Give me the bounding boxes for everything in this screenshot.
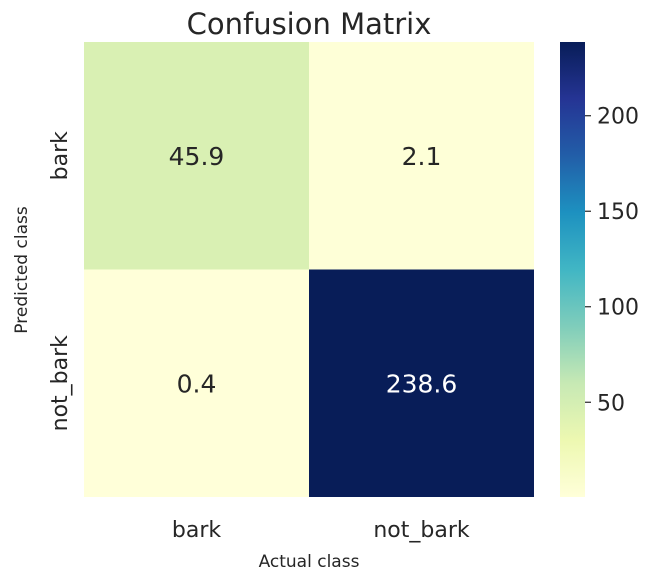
cell-value-label: 238.6 [386,369,458,398]
x-tick-labels: bark not_bark [172,518,470,543]
heatmap-cell-not_bark-bark [84,269,309,497]
chart-title: Confusion Matrix [187,7,432,41]
colorbar-ticks: 50 100 150 200 [585,105,639,416]
colorbar-tick-label: 150 [597,200,639,225]
x-tick-label: not_bark [373,518,470,543]
heatmap-cells: 45.9 2.1 0.4 238.6 [84,42,534,497]
heatmap-cell-not_bark-not_bark [309,269,534,497]
y-axis-label: Predicted class [12,206,32,334]
colorbar [560,42,585,497]
y-tick-label: bark [48,131,73,180]
colorbar-tick-label: 100 [597,296,639,321]
cell-value-label: 2.1 [402,142,442,171]
x-axis-label: Actual class [259,552,360,572]
heatmap-cell-bark-bark [84,42,309,270]
y-tick-labels: bark not_bark [48,131,73,432]
y-tick-label: not_bark [48,335,73,432]
colorbar-tick-label: 200 [597,105,639,130]
cell-value-label: 45.9 [169,142,225,171]
cell-value-label: 0.4 [177,369,217,398]
colorbar-tick-label: 50 [597,391,625,416]
x-tick-label: bark [172,518,221,543]
heatmap-cell-bark-not_bark [309,42,534,270]
